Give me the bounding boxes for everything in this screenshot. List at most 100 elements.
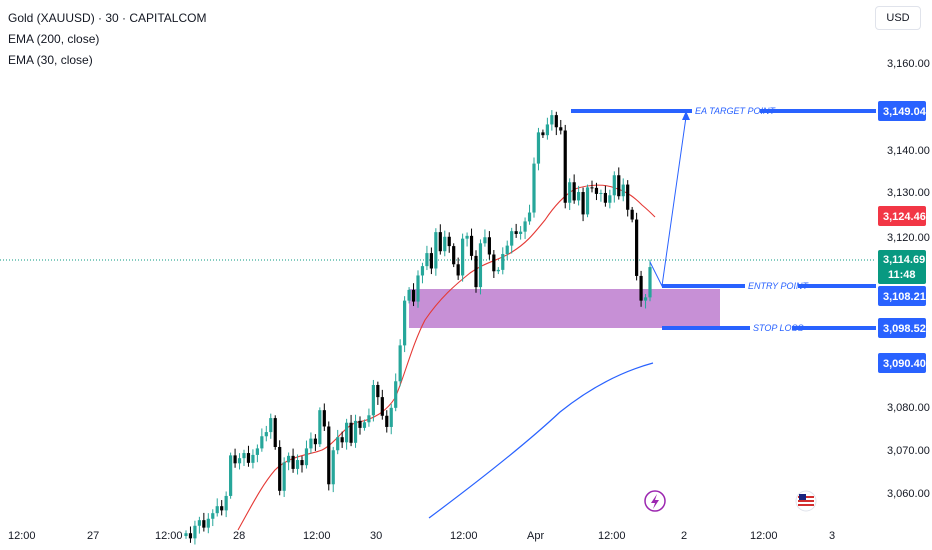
candle[interactable]	[229, 455, 233, 496]
candle[interactable]	[603, 192, 607, 203]
candle[interactable]	[251, 454, 255, 463]
candle[interactable]	[550, 115, 554, 125]
candle[interactable]	[242, 453, 246, 459]
candle[interactable]	[331, 450, 335, 485]
candle[interactable]	[420, 266, 425, 276]
candle[interactable]	[643, 297, 648, 301]
candle[interactable]	[376, 385, 380, 398]
price-axis[interactable]: 3,160.00 3,140.00 3,130.00 3,120.00 3,08…	[887, 58, 930, 500]
candle[interactable]	[358, 420, 362, 428]
candle[interactable]	[407, 289, 411, 301]
candle[interactable]	[215, 506, 219, 514]
candle[interactable]	[362, 422, 367, 428]
candle[interactable]	[612, 175, 616, 196]
candle[interactable]	[184, 533, 188, 537]
candle[interactable]	[483, 237, 487, 244]
us-flag-event-icon[interactable]	[795, 490, 817, 512]
candle[interactable]	[585, 187, 590, 215]
candle[interactable]	[411, 289, 416, 302]
candle[interactable]	[523, 221, 527, 232]
candle[interactable]	[617, 175, 621, 197]
candle[interactable]	[224, 495, 228, 511]
candle[interactable]	[345, 422, 349, 443]
candle[interactable]	[295, 460, 300, 469]
candle[interactable]	[599, 192, 603, 194]
candle[interactable]	[193, 525, 197, 539]
candle[interactable]	[353, 420, 358, 443]
candle[interactable]	[398, 345, 402, 382]
candle[interactable]	[478, 243, 483, 288]
candle[interactable]	[220, 506, 224, 511]
candle[interactable]	[568, 182, 572, 203]
candle[interactable]	[648, 267, 652, 298]
candle[interactable]	[510, 231, 514, 246]
candle[interactable]	[206, 518, 210, 528]
candle[interactable]	[630, 209, 634, 220]
candle[interactable]	[514, 231, 518, 234]
candle[interactable]	[461, 238, 465, 276]
candle[interactable]	[425, 253, 429, 267]
candle[interactable]	[264, 432, 268, 437]
candle[interactable]	[532, 163, 536, 213]
flash-event-icon[interactable]	[644, 490, 666, 512]
candle[interactable]	[452, 246, 456, 265]
candle[interactable]	[273, 418, 277, 447]
candle[interactable]	[287, 455, 291, 463]
candle[interactable]	[639, 275, 643, 301]
candle[interactable]	[269, 418, 273, 433]
time-axis[interactable]: 12:00 27 12:00 28 12:00 30 12:00 Apr 12:…	[8, 530, 835, 542]
candle[interactable]	[505, 245, 509, 255]
candle[interactable]	[635, 219, 639, 276]
candle[interactable]	[416, 275, 420, 302]
candle[interactable]	[572, 182, 576, 201]
candles-group[interactable]	[184, 110, 652, 545]
candle[interactable]	[608, 195, 612, 203]
demand-zone[interactable]	[409, 289, 720, 328]
candle[interactable]	[559, 127, 563, 131]
candle[interactable]	[563, 130, 567, 203]
candle[interactable]	[577, 192, 581, 201]
candle[interactable]	[626, 184, 630, 210]
candle[interactable]	[367, 415, 371, 423]
candle[interactable]	[465, 235, 469, 239]
candle[interactable]	[443, 236, 447, 252]
candle[interactable]	[594, 187, 599, 194]
candle[interactable]	[394, 381, 398, 408]
candle[interactable]	[403, 300, 407, 346]
projection-path[interactable]	[649, 116, 687, 288]
candle[interactable]	[469, 235, 474, 256]
candle[interactable]	[554, 115, 558, 128]
candle[interactable]	[260, 436, 264, 449]
candle[interactable]	[211, 513, 215, 519]
candle[interactable]	[474, 255, 478, 288]
currency-button[interactable]: USD	[875, 6, 921, 30]
candle[interactable]	[278, 446, 282, 491]
candle[interactable]	[536, 132, 541, 164]
candle[interactable]	[318, 410, 322, 445]
candle[interactable]	[327, 426, 331, 485]
ema-200-legend[interactable]: EMA (200, close)	[8, 32, 99, 46]
candle[interactable]	[371, 385, 375, 416]
candle[interactable]	[590, 187, 594, 189]
candle[interactable]	[447, 236, 451, 247]
candle[interactable]	[434, 232, 438, 269]
candle[interactable]	[197, 520, 201, 526]
candle[interactable]	[581, 192, 585, 215]
candle[interactable]	[309, 438, 313, 449]
candle[interactable]	[336, 437, 340, 451]
candle[interactable]	[237, 458, 242, 464]
candle[interactable]	[385, 415, 389, 427]
candle[interactable]	[456, 264, 460, 276]
candle[interactable]	[496, 269, 500, 272]
candle[interactable]	[255, 448, 259, 455]
candle[interactable]	[429, 253, 433, 269]
candle[interactable]	[291, 455, 295, 469]
candle[interactable]	[246, 453, 251, 463]
candle[interactable]	[492, 254, 496, 272]
candle[interactable]	[304, 448, 309, 466]
candle[interactable]	[322, 410, 326, 427]
candle[interactable]	[389, 407, 393, 427]
candle[interactable]	[349, 422, 353, 443]
